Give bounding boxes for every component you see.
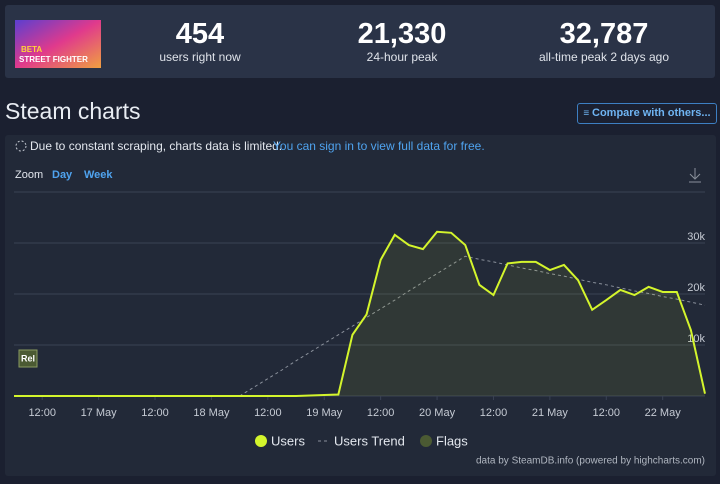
- notice-icon: [15, 140, 27, 152]
- stat-value: 32,787: [559, 18, 649, 50]
- image-text: BETA: [21, 45, 42, 54]
- stat-value: 454: [175, 18, 225, 50]
- header: BETA STREET FIGHTER 454 users right now 2…: [5, 5, 715, 78]
- stat-value: 21,330: [357, 18, 447, 50]
- zoom-option[interactable]: Week: [84, 169, 113, 181]
- button-label: Compare with others...: [592, 107, 711, 119]
- stat: 32,787 all-time peak 2 days ago: [504, 18, 704, 64]
- zoom-label: Zoom: [15, 169, 43, 181]
- download-icon[interactable]: [689, 168, 701, 183]
- game-image[interactable]: BETA STREET FIGHTER: [15, 20, 101, 68]
- line: [239, 255, 706, 397]
- x-tick-label: 18 May: [193, 407, 230, 419]
- legend-marker: [255, 435, 267, 447]
- x-tick-label: 19 May: [306, 407, 343, 419]
- legend-label: Flags: [436, 433, 468, 448]
- notice: Due to constant scraping, charts data is…: [30, 139, 282, 153]
- section-title: Steam charts: [5, 98, 141, 124]
- stat: 454 users right now: [100, 18, 300, 64]
- y-tick-label: 30k: [687, 231, 705, 243]
- flag-label: Rel: [21, 353, 35, 363]
- legend-label: Users Trend: [334, 433, 405, 448]
- x-tick-label: 12:00: [367, 407, 395, 419]
- stat-label: all-time peak 2 days ago: [538, 50, 670, 64]
- x-tick-label: 21 May: [532, 407, 569, 419]
- compare-button[interactable]: ≡ Compare with others...: [577, 103, 717, 124]
- legend-label: Users: [271, 433, 305, 448]
- image-bg: [15, 20, 101, 68]
- legend-marker: [420, 435, 432, 447]
- notice-link[interactable]: You can sign in to view full data for fr…: [273, 139, 485, 153]
- zoom-option[interactable]: Day: [52, 169, 73, 181]
- x-tick-label: 12:00: [141, 407, 169, 419]
- x-tick-label: 17 May: [81, 407, 118, 419]
- stat: 21,330 24-hour peak: [302, 18, 502, 64]
- stat-label: users right now: [159, 50, 241, 64]
- line: [14, 230, 706, 397]
- credit: data by SteamDB.info (powered by highcha…: [476, 456, 705, 467]
- x-tick-label: 12:00: [254, 407, 282, 419]
- flag: [18, 349, 38, 368]
- stat-label: 24-hour peak: [366, 50, 438, 64]
- x-tick-label: 12:00: [480, 407, 508, 419]
- y-tick-label: 20k: [687, 282, 705, 294]
- image-text: STREET FIGHTER: [19, 55, 88, 64]
- x-tick-label: 12:00: [593, 407, 621, 419]
- x-tick-label: 22 May: [645, 407, 682, 419]
- x-tick-label: 12:00: [28, 407, 56, 419]
- x-tick-label: 20 May: [419, 407, 456, 419]
- area: [14, 231, 705, 396]
